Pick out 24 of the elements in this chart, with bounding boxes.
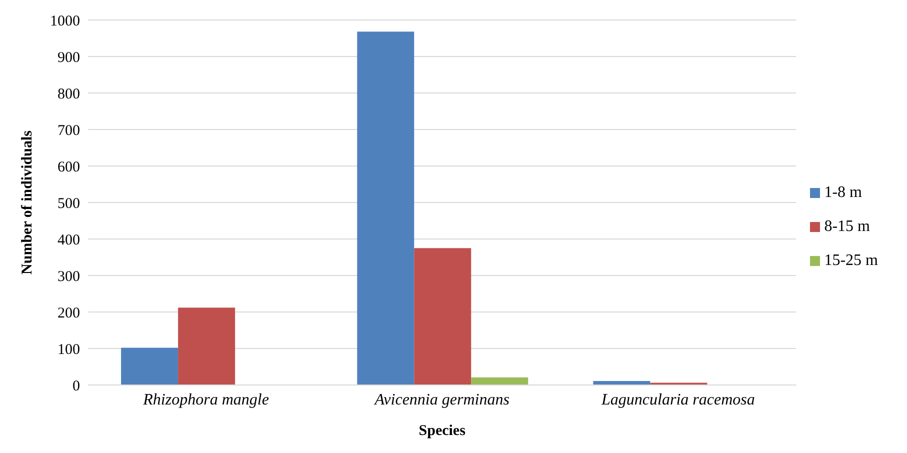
y-tick-label: 800 bbox=[58, 86, 80, 102]
bar bbox=[357, 32, 414, 385]
bar bbox=[414, 248, 472, 385]
y-tick-label: 700 bbox=[58, 122, 80, 139]
bar bbox=[121, 348, 178, 385]
y-tick-label: 600 bbox=[58, 159, 80, 176]
x-axis-title: Species bbox=[418, 423, 466, 439]
x-tick-label: Laguncularia racemosa bbox=[600, 391, 755, 408]
y-tick-label: 300 bbox=[58, 268, 80, 285]
legend-label: 8-15 m bbox=[824, 218, 870, 234]
y-tick-label: 1000 bbox=[50, 13, 80, 30]
y-tick-label: 0 bbox=[72, 378, 80, 394]
bar bbox=[178, 308, 236, 385]
legend-label: 1-8 m bbox=[824, 184, 862, 200]
x-tick-label: Rhizophora mangle bbox=[142, 391, 269, 408]
y-tick-label: 100 bbox=[58, 342, 80, 358]
y-axis-title: Number of individuals bbox=[19, 130, 36, 274]
y-tick-label: 400 bbox=[58, 232, 80, 248]
bar bbox=[471, 377, 528, 385]
y-tick-label: 500 bbox=[58, 196, 80, 212]
x-tick-label: Avicennia germinans bbox=[374, 391, 510, 408]
y-tick-label: 900 bbox=[58, 50, 80, 66]
y-tick-label: 200 bbox=[58, 305, 80, 322]
legend-label: 15-25 m bbox=[824, 252, 878, 268]
